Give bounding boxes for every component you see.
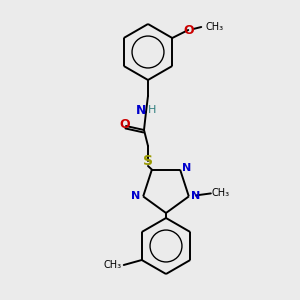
Text: S: S: [143, 154, 153, 168]
Text: CH₃: CH₃: [205, 22, 224, 32]
Text: N: N: [191, 191, 200, 201]
Text: CH₃: CH₃: [212, 188, 230, 198]
Text: N: N: [136, 104, 146, 118]
Text: CH₃: CH₃: [103, 260, 122, 270]
Text: N: N: [182, 163, 191, 172]
Text: H: H: [148, 105, 156, 115]
Text: N: N: [131, 191, 140, 201]
Text: O: O: [183, 23, 194, 37]
Text: O: O: [120, 118, 130, 131]
